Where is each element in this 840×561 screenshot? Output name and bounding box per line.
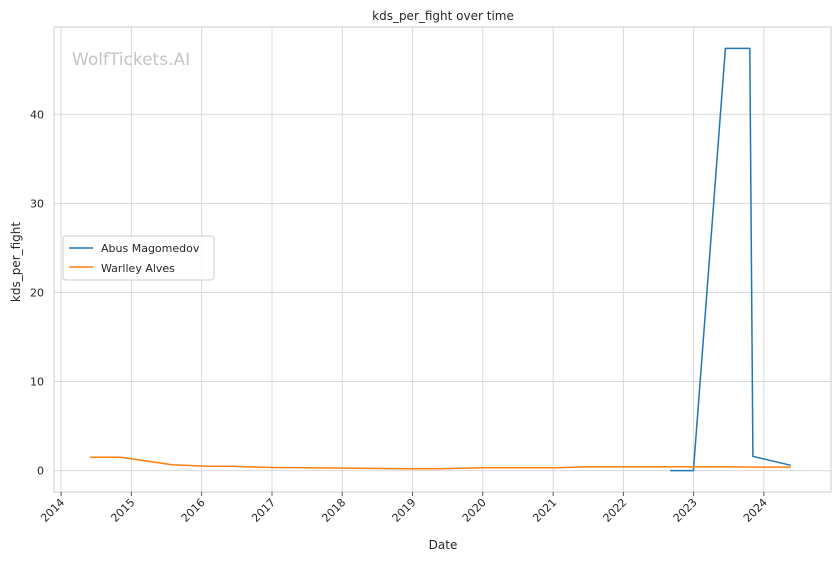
chart-title: kds_per_fight over time	[372, 9, 514, 23]
y-axis-label: kds_per_fight	[9, 222, 23, 303]
y-tick-label: 0	[37, 465, 44, 478]
x-tick-label: 2019	[390, 496, 419, 525]
series-line-1	[90, 456, 791, 470]
x-tick-label: 2015	[108, 496, 137, 525]
x-tick-label: 2017	[249, 496, 278, 525]
series-line-0	[670, 47, 791, 472]
x-tick-label: 2021	[530, 496, 559, 525]
y-axis-ticks: 0 10 20 30 40	[30, 108, 44, 477]
y-tick-label: 40	[30, 108, 44, 121]
x-tick-label: 2024	[741, 496, 770, 525]
x-tick-label: 2020	[460, 496, 489, 525]
legend: Abus Magomedov Warlley Alves	[62, 235, 215, 281]
y-tick-label: 10	[30, 376, 44, 389]
legend-entry: Abus Magomedov	[101, 242, 200, 255]
x-axis-label: Date	[429, 538, 458, 552]
y-tick-label: 30	[30, 197, 44, 210]
x-tick-label: 2022	[601, 496, 630, 525]
x-axis-ticks: 2014 2015 2016 2017 2018 2019 2020 2021 2022 2023…	[38, 492, 770, 525]
watermark: WolfTickets.AI	[72, 50, 190, 70]
series-lines	[90, 47, 791, 472]
x-tick-label: 2014	[38, 496, 67, 525]
x-tick-label: 2018	[319, 496, 348, 525]
grid	[54, 27, 831, 492]
plot-area	[53, 26, 832, 493]
y-tick-label: 20	[30, 286, 44, 299]
x-tick-label: 2016	[179, 496, 208, 525]
x-tick-label: 2023	[671, 496, 700, 525]
legend-frame	[62, 235, 215, 281]
legend-entry: Warlley Alves	[101, 262, 175, 275]
